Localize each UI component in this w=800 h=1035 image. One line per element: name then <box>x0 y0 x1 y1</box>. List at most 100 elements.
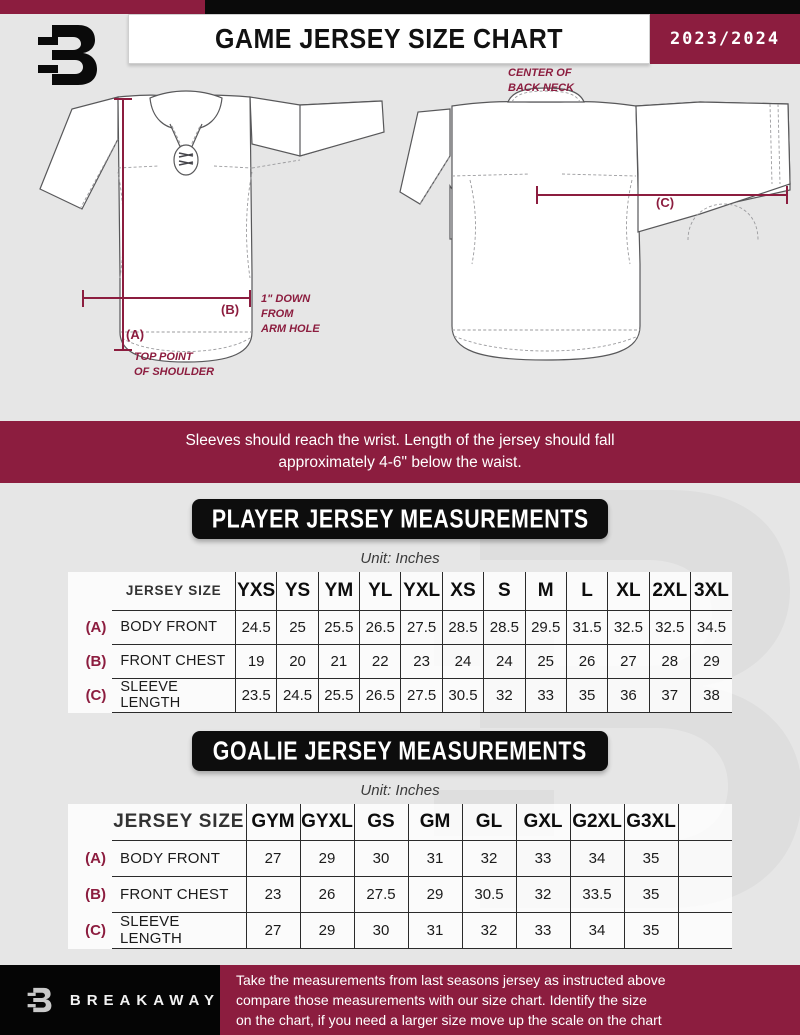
cell-yxl: 23 <box>400 643 443 679</box>
top-strip-maroon <box>0 0 205 14</box>
cell-gl: 32 <box>461 839 517 877</box>
column-header-l: L <box>565 572 609 611</box>
cell-g3xl: 35 <box>623 875 679 913</box>
column-header-s: S <box>483 572 526 611</box>
footer-message-text: Take the measurements from last seasons … <box>236 970 666 1030</box>
cell-l: 35 <box>565 677 609 713</box>
column-header-empty <box>677 804 732 841</box>
row-label-sleeve-length: SLEEVE LENGTH <box>112 911 247 949</box>
table-header-row: JERSEY SIZE YXS YS YM YL YXL XS S M L XL 2XL 3XL <box>68 572 732 611</box>
goalie-table-body: (A) BODY FRONT 27 29 30 31 32 33 34 35 (B) FRONT CH… <box>68 839 732 949</box>
top-strip-black <box>205 0 800 14</box>
callout-a-label: (A) <box>126 327 144 342</box>
cell-gyxl: 29 <box>299 911 355 949</box>
row-code-b: (B) <box>85 652 107 670</box>
cell-xs: 30.5 <box>441 677 485 713</box>
cell-gym: 27 <box>245 839 301 877</box>
callout-a-text: TOP POINT <box>134 351 194 363</box>
table-row: (C) SLEEVE LENGTH 27 29 30 31 32 33 34 35 <box>68 911 732 949</box>
column-header-yxl: YXL <box>400 572 443 611</box>
footer-message-line2: compare those measurements with our size… <box>236 992 647 1008</box>
goalie-table-head: JERSEY SIZE GYM GYXL GS GM GL GXL G2XL G3XL <box>68 804 732 841</box>
row-code-c: (C) <box>85 686 107 704</box>
player-measurements-table-wrap: JERSEY SIZE YXS YS YM YL YXL XS S M L XL 2XL 3XL (A… <box>68 572 732 713</box>
fit-note-line2: approximately 4-6" below the waist. <box>278 454 522 471</box>
column-header-2xl: 2XL <box>648 572 691 611</box>
column-header-xs: XS <box>441 572 485 611</box>
goalie-section-heading: GOALIE JERSEY MEASUREMENTS <box>192 731 608 771</box>
cell-ys: 20 <box>276 643 319 679</box>
callout-b-label: (B) <box>221 302 239 317</box>
cell-l: 31.5 <box>565 609 609 645</box>
cell-gl: 32 <box>461 911 517 949</box>
back-neck-text: CENTER OF <box>508 67 572 79</box>
table-row: (A) BODY FRONT 27 29 30 31 32 33 34 35 <box>68 839 732 877</box>
column-header-yxs: YXS <box>234 572 278 611</box>
player-table-body: (A) BODY FRONT 24.5 25 25.5 26.5 27.5 28.5 28.5 2… <box>68 609 732 713</box>
cell-yxs: 24.5 <box>234 609 278 645</box>
row-label-front-chest: FRONT CHEST <box>112 875 247 913</box>
page-title: GAME JERSEY SIZE CHART <box>214 22 564 55</box>
column-header-g2xl: G2XL <box>569 804 625 841</box>
cell-m: 25 <box>524 643 567 679</box>
page-title-box: GAME JERSEY SIZE CHART <box>128 14 650 64</box>
cell-xs: 28.5 <box>441 609 485 645</box>
cell-ys: 24.5 <box>276 677 319 713</box>
cell-empty <box>677 911 732 949</box>
svg-text:BACK NECK: BACK NECK <box>508 82 575 94</box>
fit-note-banner: Sleeves should reach the wrist. Length o… <box>0 421 800 483</box>
cell-yxl: 27.5 <box>400 677 443 713</box>
header-code-spacer <box>68 572 112 610</box>
page-header: GAME JERSEY SIZE CHART 2023/2024 <box>0 14 800 64</box>
cell-ym: 25.5 <box>317 609 361 645</box>
cell-xl: 32.5 <box>607 609 650 645</box>
cell-empty <box>677 875 732 913</box>
row-label-body-front: BODY FRONT <box>112 609 237 645</box>
goalie-section-heading-label: GOALIE JERSEY MEASUREMENTS <box>212 735 588 766</box>
cell-ym: 21 <box>317 643 361 679</box>
svg-text:ARM HOLE: ARM HOLE <box>260 323 320 335</box>
row-code-a: (A) <box>85 849 106 867</box>
cell-yl: 26.5 <box>359 677 402 713</box>
player-section-heading: PLAYER JERSEY MEASUREMENTS <box>192 499 608 539</box>
column-header-gxl: GXL <box>515 804 571 841</box>
cell-gl: 30.5 <box>461 875 517 913</box>
player-measurements-table: JERSEY SIZE YXS YS YM YL YXL XS S M L XL 2XL 3XL (A… <box>68 572 732 713</box>
column-header-gm: GM <box>407 804 463 841</box>
header-jersey-size: JERSEY SIZE <box>112 572 237 611</box>
cell-3xl: 34.5 <box>689 609 732 645</box>
footer-message-line1: Take the measurements from last seasons … <box>236 972 666 988</box>
goalie-unit-label: Unit: Inches <box>360 782 440 799</box>
header-code-spacer <box>68 804 112 840</box>
footer-message: Take the measurements from last seasons … <box>220 965 800 1035</box>
top-strip <box>0 0 800 14</box>
footer-message-line3: on the chart, if you need a larger size … <box>236 1012 662 1028</box>
footer-brand: BREAKAWAY <box>0 965 220 1035</box>
cell-gs: 27.5 <box>353 875 409 913</box>
row-label-sleeve-length: SLEEVE LENGTH <box>112 677 237 713</box>
row-code-c: (C) <box>85 921 106 939</box>
cell-g2xl: 34 <box>569 839 625 877</box>
column-header-gl: GL <box>461 804 517 841</box>
column-header-yl: YL <box>359 572 402 611</box>
cell-g2xl: 33.5 <box>569 875 625 913</box>
jersey-front-view: (A) TOP POINT OF SHOULDER (B) 1" DOWN FR… <box>39 90 385 378</box>
row-label-body-front: BODY FRONT <box>112 839 247 877</box>
cell-3xl: 38 <box>689 677 732 713</box>
row-code-a: (A) <box>85 618 107 636</box>
cell-l: 26 <box>565 643 609 679</box>
table-row: (C) SLEEVE LENGTH 23.5 24.5 25.5 26.5 27.5 30.5… <box>68 677 732 713</box>
table-row: (A) BODY FRONT 24.5 25 25.5 26.5 27.5 28.5 28.5 2… <box>68 609 732 645</box>
cell-m: 33 <box>524 677 567 713</box>
jersey-back-view: (C) CENTER OF BACK NECK <box>399 67 791 361</box>
cell-s: 28.5 <box>483 609 526 645</box>
player-table-head: JERSEY SIZE YXS YS YM YL YXL XS S M L XL 2XL 3XL <box>68 572 732 611</box>
cell-gxl: 33 <box>515 911 571 949</box>
cell-gxl: 32 <box>515 875 571 913</box>
cell-gs: 30 <box>353 911 409 949</box>
cell-g3xl: 35 <box>623 911 679 949</box>
cell-2xl: 32.5 <box>648 609 691 645</box>
column-header-gyxl: GYXL <box>299 804 355 841</box>
cell-xl: 27 <box>607 643 650 679</box>
